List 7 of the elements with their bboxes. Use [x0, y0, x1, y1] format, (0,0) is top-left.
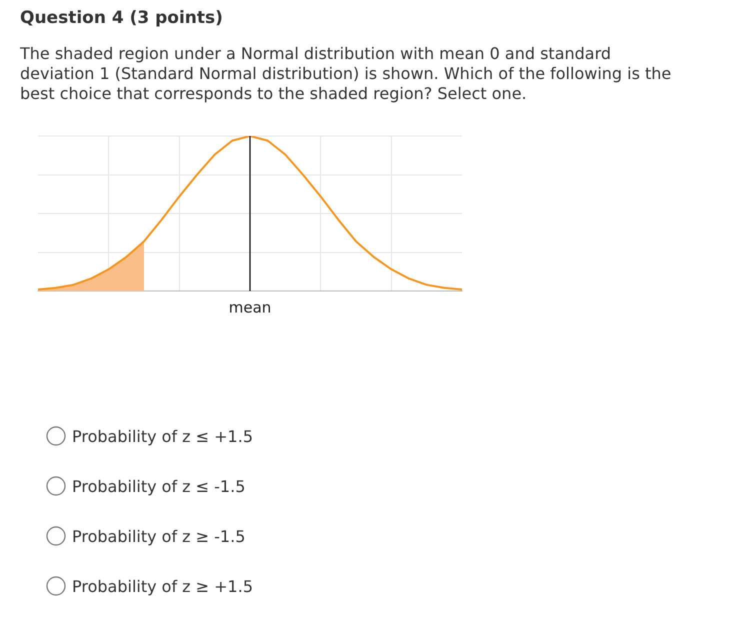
text: mean	[228, 298, 272, 316]
chart-title: Question 4 (3 points)	[20, 8, 224, 28]
text: Probability of z ≥ -1.5	[72, 526, 246, 546]
text: Probability of z ≤ -1.5	[72, 476, 246, 496]
chart-subtitle: The shaded region under a Normal distribution with mean 0 and standard deviation 1 (Standard Normal distribution) is shown. Which of the following is the best choice that corresponds to the shaded region? Select one.	[20, 44, 672, 104]
text: Probability of z ≥ +1.5	[72, 576, 253, 596]
text: Probability of z ≤ +1.5	[72, 426, 253, 446]
